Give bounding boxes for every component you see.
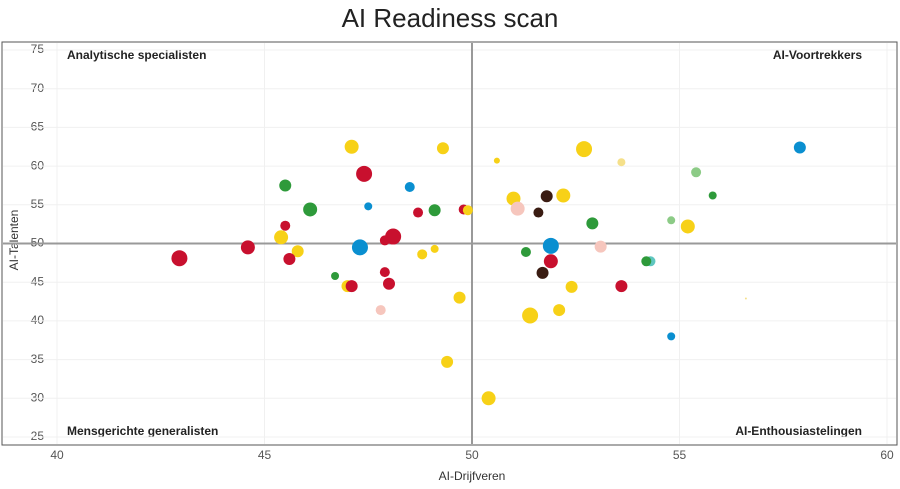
point <box>691 167 702 178</box>
point <box>680 219 695 234</box>
point <box>641 256 652 267</box>
point <box>462 205 473 216</box>
point <box>240 240 255 255</box>
point <box>274 230 289 245</box>
point <box>303 202 318 217</box>
point <box>441 355 454 368</box>
point <box>351 239 368 256</box>
point <box>744 297 747 300</box>
point <box>404 181 415 192</box>
point <box>375 305 386 316</box>
chart-title: AI Readiness scan <box>342 3 559 33</box>
x-axis-title: AI-Drijfveren <box>439 469 506 483</box>
y-tick-label: 60 <box>31 158 45 172</box>
point <box>385 228 402 245</box>
point <box>493 157 500 164</box>
quadrant-label: AI-Enthousiastelingen <box>735 424 862 438</box>
point <box>615 280 628 293</box>
point <box>510 201 525 216</box>
x-tick-label: 40 <box>50 448 64 462</box>
point <box>364 202 373 211</box>
y-axis-title: AI-Talenten <box>7 210 21 271</box>
point <box>556 188 571 203</box>
point <box>565 280 578 293</box>
point <box>379 267 390 278</box>
point <box>553 304 566 317</box>
point <box>383 277 395 290</box>
point <box>667 332 676 341</box>
point <box>542 237 559 254</box>
x-tick-label: 45 <box>258 448 272 462</box>
point <box>279 179 292 192</box>
y-tick-label: 40 <box>31 313 45 327</box>
point <box>522 307 539 324</box>
point <box>413 207 424 218</box>
point <box>536 266 549 279</box>
point <box>793 141 806 154</box>
point <box>417 249 428 260</box>
point <box>520 247 531 258</box>
point <box>428 204 441 217</box>
point <box>617 158 626 167</box>
y-tick-label: 75 <box>31 42 45 56</box>
y-tick-label: 35 <box>31 352 45 366</box>
point <box>331 272 340 281</box>
point <box>586 217 599 230</box>
point <box>283 252 296 265</box>
point <box>576 141 593 158</box>
point <box>453 291 466 304</box>
x-tick-label: 50 <box>465 448 479 462</box>
point <box>533 207 544 218</box>
point <box>345 280 358 293</box>
point <box>291 245 304 258</box>
point <box>667 216 676 225</box>
point <box>430 244 439 253</box>
y-tick-label: 65 <box>31 120 45 134</box>
y-tick-label: 25 <box>31 429 45 443</box>
point <box>594 240 607 253</box>
y-tick-label: 30 <box>31 390 45 404</box>
quadrant-label: Analytische specialisten <box>67 48 206 62</box>
x-tick-label: 60 <box>880 448 894 462</box>
point <box>356 165 373 182</box>
quadrant-label: AI-Voortrekkers <box>773 48 862 62</box>
point <box>344 139 359 154</box>
point <box>171 250 188 267</box>
quadrant-label: Mensgerichte generalisten <box>67 424 218 438</box>
y-tick-label: 45 <box>31 274 45 288</box>
plot-frame <box>1 41 898 446</box>
point <box>436 142 449 155</box>
point <box>543 254 558 269</box>
point <box>280 220 291 231</box>
x-tick-label: 55 <box>673 448 687 462</box>
point <box>540 190 553 203</box>
point <box>708 191 717 200</box>
y-tick-label: 55 <box>31 197 45 211</box>
point <box>481 391 496 406</box>
y-tick-label: 70 <box>31 81 45 95</box>
